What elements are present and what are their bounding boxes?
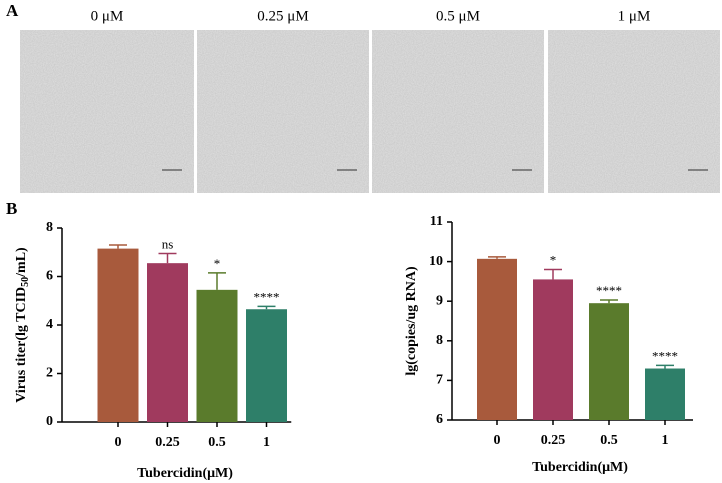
bar [645, 368, 685, 420]
y-tick-label: 8 [46, 220, 53, 235]
x-tick-label: 0.25 [155, 435, 180, 450]
significance-label: **** [596, 283, 622, 298]
y-axis-label-part: /mL) [14, 247, 29, 278]
bar [246, 309, 287, 422]
y-tick-label: 6 [436, 412, 443, 427]
y-axis-label-part: 50 [20, 277, 31, 287]
image-label: 0 μM [91, 8, 124, 24]
y-axis-label-part: Virus titer(lg TCID [14, 287, 29, 403]
micrograph-texture [20, 30, 194, 193]
bar [533, 279, 573, 420]
y-tick-label: 4 [46, 317, 53, 332]
x-tick-label: 0.5 [600, 433, 618, 448]
y-tick-label: 10 [429, 254, 443, 269]
panel-label: B [6, 199, 17, 218]
y-tick-label: 6 [46, 269, 53, 284]
x-axis-label: Tubercidin(μM) [137, 466, 233, 481]
image-label: 1 μM [618, 8, 651, 24]
significance-label: ns [162, 236, 174, 251]
x-tick-label: 0.5 [208, 435, 226, 450]
significance-label: * [214, 256, 221, 271]
significance-label: **** [254, 289, 280, 304]
y-tick-label: 9 [436, 293, 443, 308]
y-tick-label: 7 [436, 373, 443, 388]
y-tick-label: 8 [436, 333, 443, 348]
micrograph-texture [197, 30, 369, 193]
x-tick-label: 1 [662, 433, 669, 448]
y-tick-label: 0 [46, 414, 53, 429]
y-tick-label: 2 [46, 366, 53, 381]
y-axis-label: Virus titer(lg TCID50/mL) [14, 247, 31, 403]
image-label: 0.5 μM [436, 8, 480, 24]
x-tick-label: 0 [494, 433, 501, 448]
x-tick-label: 1 [263, 435, 270, 450]
micrograph-texture [372, 30, 544, 193]
bar [97, 248, 139, 422]
micrograph-texture [548, 30, 720, 193]
significance-label: * [550, 253, 557, 268]
panel-label: A [6, 1, 19, 20]
y-axis-label-part: lg(copies/ug RNA) [404, 266, 419, 376]
bar [196, 289, 238, 422]
significance-label: **** [652, 348, 678, 363]
x-axis-label: Tubercidin(μM) [532, 460, 628, 475]
x-tick-label: 0 [115, 435, 122, 450]
bar [589, 303, 629, 420]
y-axis-label: lg(copies/ug RNA) [404, 266, 419, 376]
bar [477, 258, 517, 420]
y-tick-label: 11 [430, 214, 443, 229]
bar [147, 263, 188, 422]
x-tick-label: 0.25 [541, 433, 566, 448]
image-label: 0.25 μM [257, 8, 308, 24]
